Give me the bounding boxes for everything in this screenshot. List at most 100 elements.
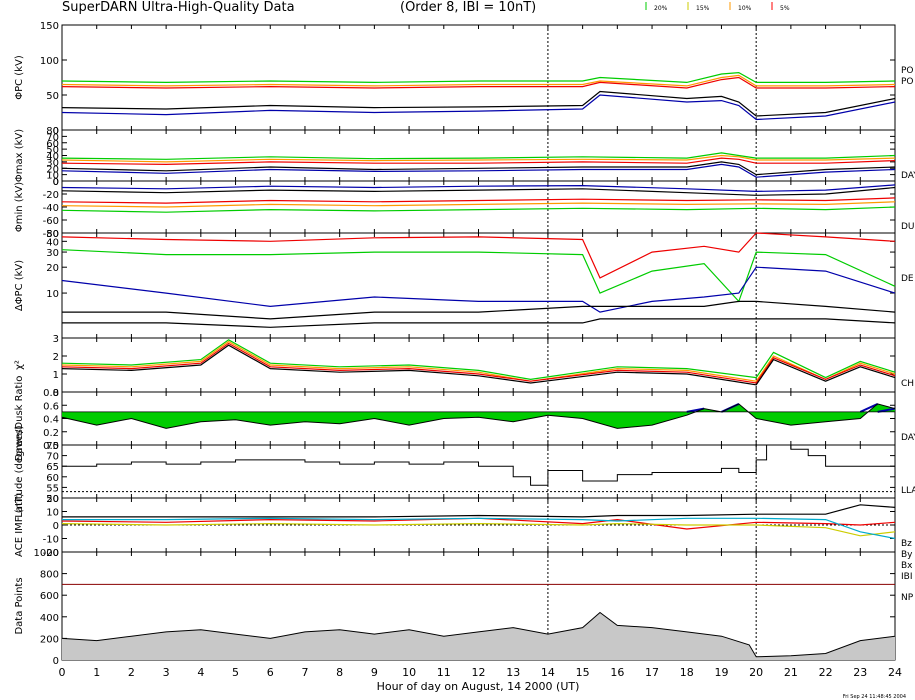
series-line [61, 266, 896, 313]
legend-label: 5% [780, 5, 790, 12]
y-tick-label: 0 [53, 126, 59, 137]
above-baseline-mark [877, 407, 896, 413]
series-line [61, 611, 896, 658]
x-tick-label: 0 [59, 666, 66, 679]
y-tick-label: -40 [43, 203, 59, 214]
panel-frame [61, 232, 896, 339]
y-tick-label: 70 [46, 132, 59, 143]
panel-chi: 0 1 2 3 χ² CH [14, 334, 914, 399]
right-label: By [901, 550, 913, 560]
x-tick-label: 15 [576, 666, 590, 679]
legend-label: 10% [738, 5, 752, 12]
right-label: NP [901, 593, 914, 603]
series-line [61, 157, 896, 166]
right-label: PO [901, 66, 914, 76]
y-tick-label: -80 [43, 229, 59, 240]
y-axis-label: ACE IMF (nT) [14, 493, 25, 557]
right-label: DE [901, 274, 914, 284]
x-tick-label: 16 [610, 666, 624, 679]
x-tick-label: 7 [301, 666, 308, 679]
y-tick-label: 100 [40, 56, 59, 67]
right-label: DAY [901, 433, 915, 443]
x-tick-label: 22 [819, 666, 833, 679]
series-line [61, 206, 896, 213]
x-tick-label: 18 [680, 666, 694, 679]
y-tick-label: 600 [40, 591, 59, 602]
y-axis-label: χ² [14, 360, 25, 370]
x-tick-label: 11 [437, 666, 451, 679]
y-tick-label: 40 [46, 237, 59, 248]
right-label: PO [901, 77, 914, 87]
series-line [61, 74, 896, 87]
x-axis-label: Hour of day on August, 14 2000 (UT) [377, 680, 580, 693]
series-line [62, 318, 896, 328]
y-tick-label: 10 [46, 508, 59, 519]
y-axis-label: Φmax (kV) [14, 129, 25, 182]
series-line [61, 249, 896, 303]
x-tick-label: 8 [336, 666, 343, 679]
x-tick-label: 12 [472, 666, 486, 679]
right-label: Bx [901, 561, 913, 571]
series-line [61, 184, 896, 193]
y-tick-label: 0 [53, 521, 59, 532]
y-tick-label: 20 [46, 164, 59, 175]
y-tick-label: 800 [40, 570, 59, 581]
y-axis-label: ΦPC (kV) [14, 55, 25, 100]
legend: 20% 15% 10% 5% [645, 2, 790, 12]
series-line [61, 339, 896, 381]
panel-ratio: 0.0 0.2 0.4 0.6 0.8 Dawn/Dusk Ratio DAY [14, 376, 915, 462]
series-line [61, 186, 896, 196]
y-tick-label: 50 [46, 229, 59, 240]
y-tick-label: 10 [46, 289, 59, 300]
y-tick-label: 30 [46, 158, 59, 169]
series-line [62, 504, 896, 518]
x-tick-label: 1 [93, 666, 100, 679]
x-tick-label: 4 [197, 666, 204, 679]
chart-footer: Hour of day on August, 14 2000 (UT) Fri … [377, 680, 906, 700]
series-line [62, 517, 896, 540]
panel-phimin: 0 -20 -40 -60 -80 Φmin (kV) DU [14, 177, 915, 240]
x-tick-label: 6 [267, 666, 274, 679]
y-tick-label: 70 [46, 452, 59, 463]
series-line [61, 344, 896, 386]
right-label: DAY [901, 171, 915, 181]
y-tick-label: 50 [46, 145, 59, 156]
right-label: IBI [901, 572, 912, 582]
y-tick-label: 60 [46, 139, 59, 150]
y-tick-label: 2 [53, 352, 59, 363]
series-line [62, 300, 896, 320]
x-tick-label: 14 [541, 666, 555, 679]
y-tick-label: 0 [53, 177, 59, 188]
y-tick-label: 20 [46, 494, 59, 505]
series-line [61, 403, 896, 429]
y-tick-label: 0.0 [43, 441, 59, 452]
series-line [61, 517, 896, 530]
y-tick-label: 30 [46, 248, 59, 259]
series-line [61, 152, 896, 160]
series-line [61, 161, 896, 176]
right-label: Bz [901, 539, 912, 549]
y-tick-label: 40 [46, 152, 59, 163]
y-tick-label: 0 [53, 388, 59, 399]
right-label: DU [901, 222, 915, 232]
x-tick-label: 19 [714, 666, 728, 679]
x-tick-label: 21 [784, 666, 798, 679]
y-tick-label: 75 [46, 441, 59, 452]
y-axis-label: ΔΦPC (kV) [14, 260, 25, 311]
series-line [61, 71, 896, 84]
x-tick-label: 5 [232, 666, 239, 679]
y-tick-label: -20 [43, 190, 59, 201]
y-tick-label: 0.2 [43, 428, 59, 439]
series-area [62, 403, 895, 429]
series-line [61, 340, 896, 382]
y-tick-label: 80 [46, 126, 59, 137]
series-line [61, 522, 896, 537]
y-tick-label: 150 [40, 21, 59, 32]
y-axis-label: Data Points [14, 577, 25, 634]
y-tick-label: 55 [46, 483, 59, 494]
x-tick-label: 20 [749, 666, 763, 679]
y-tick-label: 65 [46, 462, 59, 473]
x-tick-label: 9 [371, 666, 378, 679]
